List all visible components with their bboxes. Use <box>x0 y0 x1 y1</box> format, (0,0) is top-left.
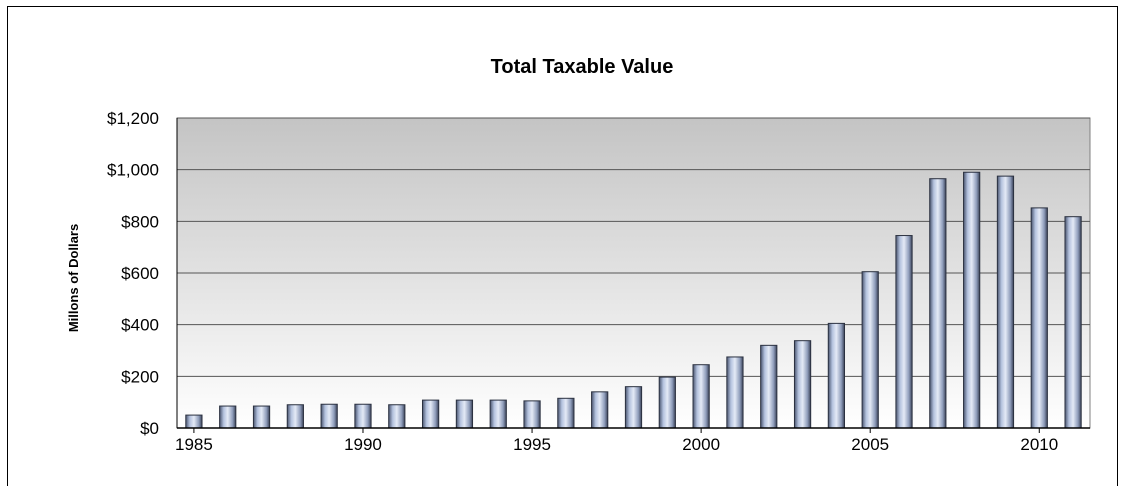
bar <box>726 356 744 429</box>
bar <box>1030 207 1048 429</box>
bar <box>658 376 676 429</box>
bar <box>929 178 947 429</box>
x-tick-label: 1995 <box>513 435 551 454</box>
bar <box>354 403 372 429</box>
chart-title: Total Taxable Value <box>491 56 674 78</box>
x-tick-label: 1990 <box>344 435 382 454</box>
y-tick-label: $1,200 <box>107 109 159 128</box>
y-tick-label: $800 <box>121 212 159 231</box>
bar <box>557 397 575 429</box>
y-tick-label: $600 <box>121 264 159 283</box>
bar <box>996 175 1015 429</box>
bar <box>861 271 879 429</box>
x-tick-label: 2000 <box>682 435 720 454</box>
bar <box>455 399 474 429</box>
bar <box>219 405 237 429</box>
bar <box>252 405 271 429</box>
bar <box>320 403 338 429</box>
bar <box>388 404 406 429</box>
y-tick-label: $200 <box>121 367 159 386</box>
y-axis-label: Millons of Dollars <box>66 224 81 332</box>
y-tick-label: $1,000 <box>107 161 159 180</box>
x-tick-label: 2005 <box>851 435 889 454</box>
bar <box>421 399 440 429</box>
bar <box>963 171 981 429</box>
bar <box>185 414 203 429</box>
y-tick-label: $0 <box>140 419 159 438</box>
bar <box>692 364 710 429</box>
x-tick-label: 2010 <box>1020 435 1058 454</box>
y-tick-label: $400 <box>121 316 159 335</box>
bar <box>793 340 812 429</box>
bar <box>523 400 541 429</box>
bar <box>286 404 304 429</box>
bar <box>895 235 913 429</box>
bar <box>591 391 609 429</box>
bar <box>1064 216 1082 429</box>
bar <box>827 322 846 429</box>
bar <box>624 386 643 429</box>
x-tick-label: 1985 <box>175 435 213 454</box>
bar <box>760 344 778 429</box>
bar <box>489 399 507 429</box>
